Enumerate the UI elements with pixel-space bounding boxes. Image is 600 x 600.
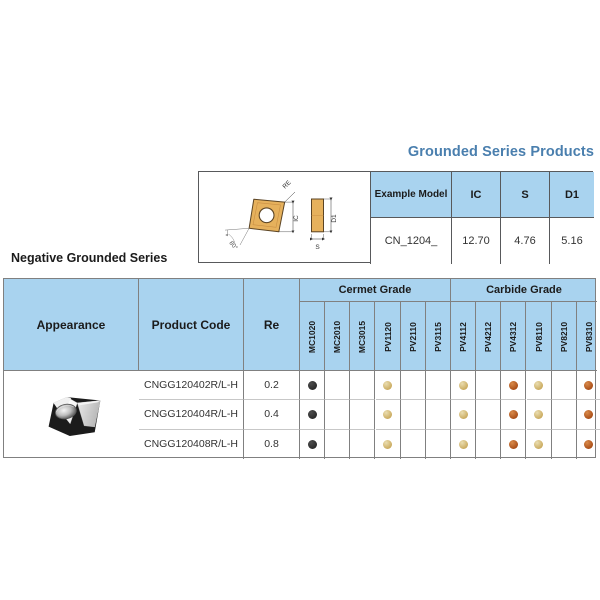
svg-text:IC: IC [293, 215, 300, 222]
svg-text:S: S [315, 244, 320, 251]
svg-text:D1: D1 [331, 214, 338, 223]
svg-text:RE: RE [281, 179, 292, 190]
